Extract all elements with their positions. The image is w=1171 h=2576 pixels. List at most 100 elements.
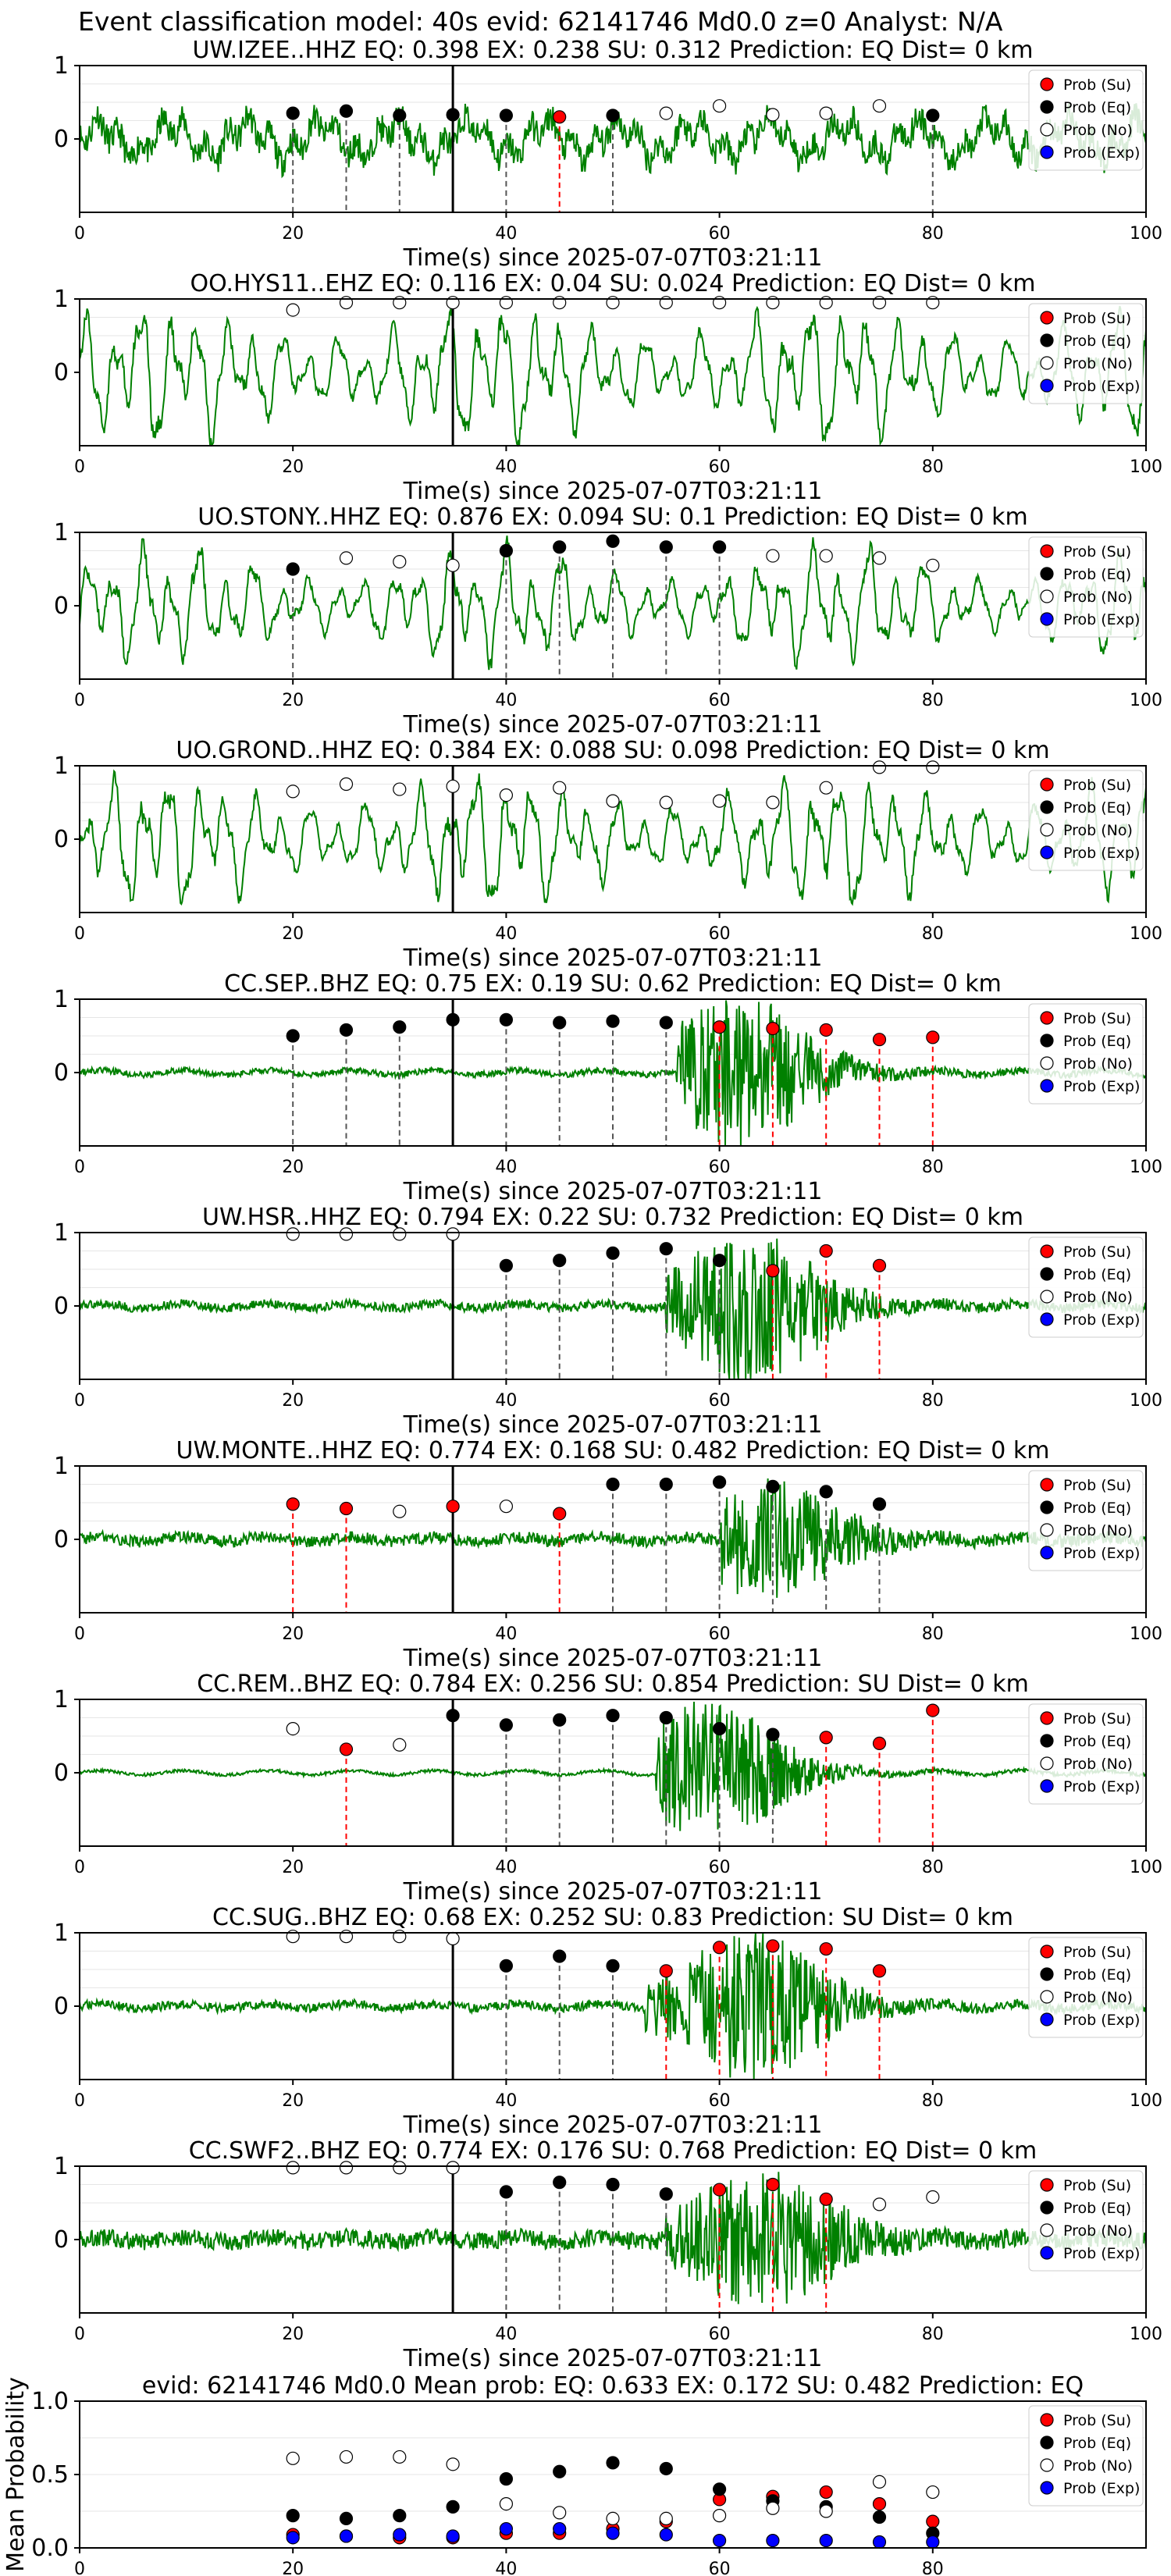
prob-point-no bbox=[872, 99, 887, 113]
legend-marker-su bbox=[1040, 1478, 1054, 1492]
x-tick-label: 20 bbox=[282, 2560, 304, 2576]
x-tick-label: 20 bbox=[282, 1858, 304, 1877]
prob-point-su bbox=[819, 1023, 833, 1037]
legend-marker-exp bbox=[1040, 145, 1054, 159]
x-tick-label: 0 bbox=[74, 2325, 85, 2344]
legend-marker-no bbox=[1040, 1523, 1054, 1537]
legend-marker-su bbox=[1040, 1011, 1054, 1025]
x-tick-label: 20 bbox=[282, 1158, 304, 1177]
prob-point-su bbox=[286, 1497, 300, 1511]
prob-point-su bbox=[553, 110, 567, 124]
prob-point-no bbox=[339, 551, 354, 565]
prob-point-no bbox=[872, 2197, 887, 2211]
legend-label: Prob (Eq) bbox=[1063, 1500, 1131, 1517]
mean-point-eq bbox=[393, 2509, 407, 2523]
legend-marker-exp bbox=[1040, 1079, 1054, 1093]
prob-point-eq bbox=[339, 1023, 354, 1037]
legend-marker-eq bbox=[1040, 567, 1054, 581]
x-tick-label: 20 bbox=[282, 1624, 304, 1644]
prob-point-eq bbox=[499, 1258, 514, 1272]
x-axis-label: Time(s) since 2025-07-07T03:21:11 bbox=[403, 478, 823, 505]
legend-label: Prob (No) bbox=[1063, 1522, 1133, 1539]
prob-point-no bbox=[393, 2161, 407, 2175]
x-tick-label: 40 bbox=[495, 691, 517, 710]
legend-marker-eq bbox=[1040, 1034, 1054, 1048]
prob-point-no bbox=[446, 1931, 460, 1946]
prob-point-eq bbox=[659, 540, 673, 554]
y-tick-label: 1 bbox=[54, 1686, 69, 1713]
prob-point-no bbox=[339, 2161, 354, 2175]
x-tick-label: 100 bbox=[1130, 1158, 1162, 1177]
x-tick-label: 100 bbox=[1130, 2091, 1162, 2111]
y-tick-label: 0 bbox=[54, 1293, 69, 1320]
legend-label: Prob (Eq) bbox=[1063, 1266, 1131, 1283]
mean-point-exp bbox=[553, 2521, 567, 2536]
x-tick-label: 100 bbox=[1130, 1391, 1162, 1411]
legend-marker-exp bbox=[1040, 1312, 1054, 1326]
legend-label: Prob (No) bbox=[1063, 1055, 1133, 1073]
legend-marker-su bbox=[1040, 2413, 1054, 2427]
x-tick-label: 20 bbox=[282, 2325, 304, 2344]
prob-point-no bbox=[446, 2161, 460, 2175]
x-tick-label: 40 bbox=[495, 1391, 517, 1411]
subplot-title: UW.HSR..HHZ EQ: 0.794 EX: 0.22 SU: 0.732… bbox=[202, 1204, 1023, 1231]
legend-label: Prob (Exp) bbox=[1063, 845, 1140, 862]
legend-marker-no bbox=[1040, 2458, 1054, 2472]
x-tick-label: 40 bbox=[495, 224, 517, 244]
legend-label: Prob (Exp) bbox=[1063, 378, 1140, 395]
x-tick-label: 80 bbox=[922, 2091, 944, 2111]
y-tick-label: 0 bbox=[54, 592, 69, 620]
prob-point-no bbox=[659, 106, 673, 120]
legend-label: Prob (Exp) bbox=[1063, 144, 1140, 162]
prob-point-eq bbox=[659, 1477, 673, 1492]
prob-point-eq bbox=[712, 1254, 727, 1268]
legend-label: Prob (Eq) bbox=[1063, 333, 1131, 350]
legend-label: Prob (Eq) bbox=[1063, 1733, 1131, 1750]
prob-point-su bbox=[872, 1033, 887, 1047]
legend-label: Prob (Exp) bbox=[1063, 1311, 1140, 1329]
prob-point-eq bbox=[659, 1242, 673, 1256]
mean-point-no bbox=[393, 2450, 407, 2464]
legend-marker-su bbox=[1040, 1944, 1054, 1959]
legend-label: Prob (Exp) bbox=[1063, 2480, 1140, 2497]
x-tick-label: 80 bbox=[922, 2325, 944, 2344]
prob-point-eq bbox=[553, 540, 567, 554]
x-axis-label: Time(s) since 2025-07-07T03:21:11 bbox=[403, 711, 823, 738]
prob-point-no bbox=[872, 551, 887, 565]
prob-point-su bbox=[553, 1507, 567, 1521]
prob-point-su bbox=[446, 1500, 460, 1514]
x-tick-label: 20 bbox=[282, 924, 304, 944]
prob-point-no bbox=[712, 99, 727, 113]
mean-point-exp bbox=[766, 2534, 780, 2548]
mean-point-no bbox=[819, 2504, 833, 2518]
prob-point-no bbox=[553, 781, 567, 795]
x-tick-label: 20 bbox=[282, 224, 304, 244]
prob-point-no bbox=[446, 779, 460, 793]
prob-point-no bbox=[286, 785, 300, 799]
subplot-title: UO.STONY..HHZ EQ: 0.876 EX: 0.094 SU: 0.… bbox=[198, 503, 1027, 531]
mean-point-su bbox=[819, 2485, 833, 2500]
legend-label: Prob (Eq) bbox=[1063, 2200, 1131, 2217]
subplot-title: UO.GROND..HHZ EQ: 0.384 EX: 0.088 SU: 0.… bbox=[176, 737, 1049, 764]
x-tick-label: 80 bbox=[922, 691, 944, 710]
x-tick-label: 0 bbox=[74, 924, 85, 944]
x-tick-label: 60 bbox=[709, 224, 731, 244]
x-tick-label: 100 bbox=[1130, 691, 1162, 710]
y-tick-label: 0 bbox=[54, 1759, 69, 1787]
legend-label: Prob (Su) bbox=[1063, 1010, 1131, 1027]
subplot-title: CC.SUG..BHZ EQ: 0.68 EX: 0.252 SU: 0.83 … bbox=[212, 1904, 1013, 1931]
legend-label: Prob (No) bbox=[1063, 822, 1133, 839]
x-tick-label: 80 bbox=[922, 2560, 944, 2576]
legend-box bbox=[1028, 1703, 1144, 1805]
subplot-4: CC.SEP..BHZ EQ: 0.75 EX: 0.19 SU: 0.62 P… bbox=[54, 970, 1162, 1205]
x-tick-label: 60 bbox=[709, 457, 731, 477]
mean-point-no bbox=[926, 2485, 940, 2500]
y-tick-label: 1 bbox=[54, 986, 69, 1013]
prob-point-eq bbox=[499, 1718, 514, 1732]
x-tick-label: 60 bbox=[709, 1858, 731, 1877]
legend-box bbox=[1028, 1470, 1144, 1571]
prob-point-no bbox=[339, 777, 354, 792]
x-tick-label: 100 bbox=[1130, 224, 1162, 244]
legend-box bbox=[1028, 303, 1144, 404]
x-axis-label: Time(s) since 2025-07-07T03:21:11 bbox=[403, 2112, 823, 2139]
